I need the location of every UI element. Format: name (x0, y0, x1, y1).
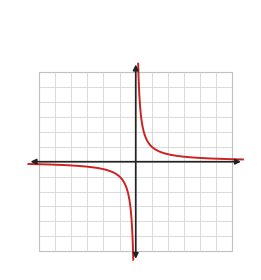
Bar (39, 72, 233, 251)
Text: Rational Function: Rational Function (49, 15, 212, 34)
